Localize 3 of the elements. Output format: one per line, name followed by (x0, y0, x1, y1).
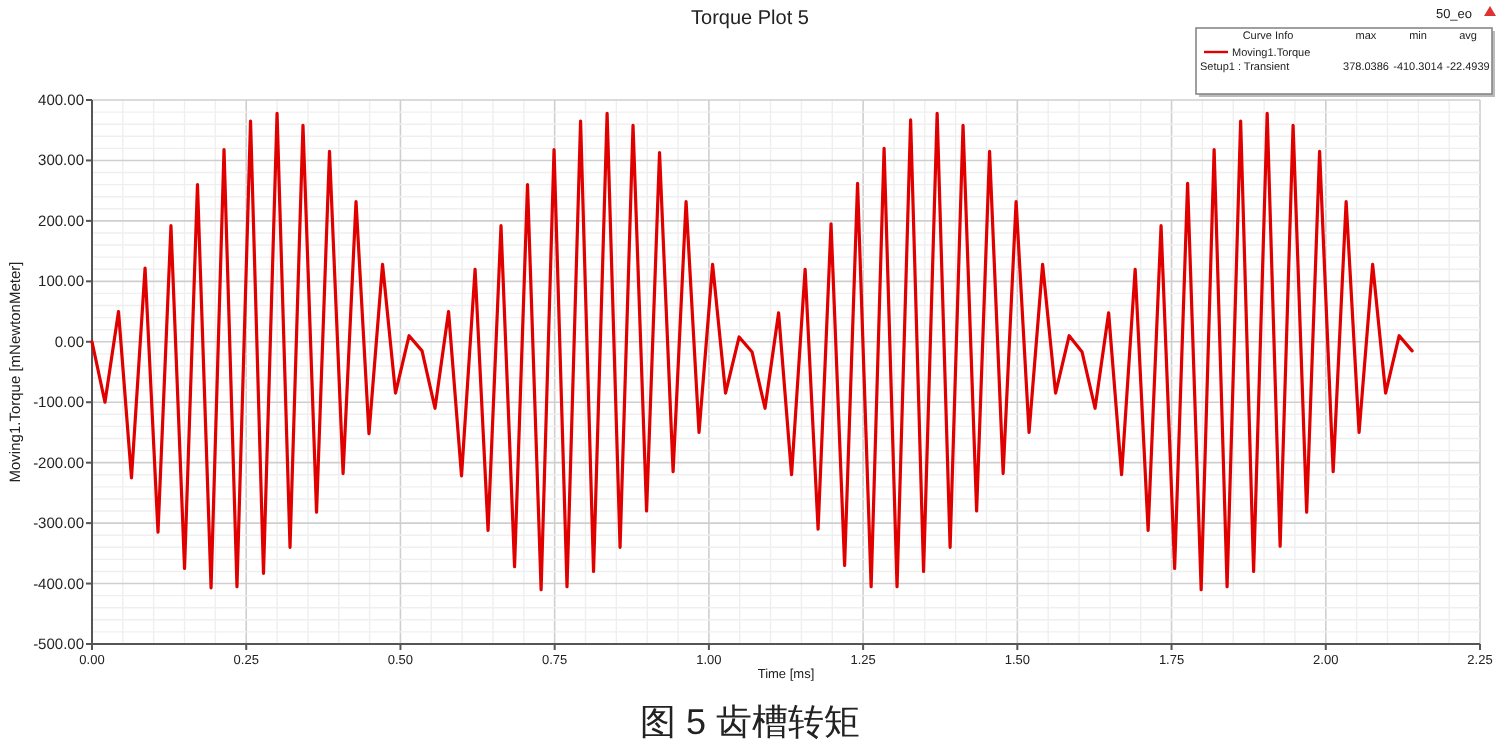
line-series (90, 111, 1414, 592)
chart-title: Torque Plot 5 (691, 8, 810, 30)
caption: 图 5 齿槽转矩 (639, 702, 861, 742)
